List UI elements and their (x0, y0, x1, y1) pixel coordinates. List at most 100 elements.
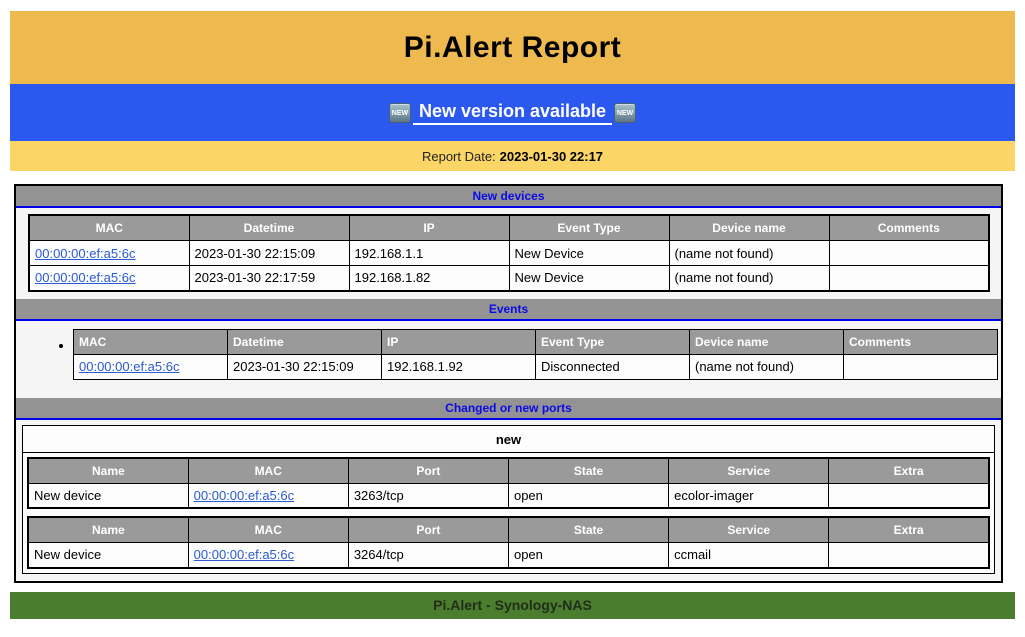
col-header-state: State (507, 516, 670, 543)
events-table: MAC Datetime IP Event Type Device name C… (73, 328, 998, 380)
mac-cell: 00:00:00:ef:a5:6c (73, 353, 228, 380)
header-row: Name MAC Port State Service Extra (27, 457, 990, 484)
event-type-cell: Disconnected (535, 353, 690, 380)
col-header-datetime: Datetime (227, 328, 382, 355)
section-title-events: Events (16, 298, 1001, 321)
report-header: Pi.Alert Report (10, 11, 1015, 84)
new-devices-table-head: MAC Datetime IP Event Type Device name C… (28, 214, 990, 241)
col-header-event-type: Event Type (508, 214, 670, 241)
report-date-value: 2023-01-30 22:17 (499, 148, 604, 164)
col-header-extra: Extra (828, 516, 990, 543)
col-header-state: State (507, 457, 670, 484)
ip-cell: 192.168.1.92 (381, 353, 536, 380)
datetime-cell: 2023-01-30 22:15:09 (188, 240, 350, 266)
col-header-device-name: Device name (668, 214, 830, 241)
table-row: New device 00:00:00:ef:a5:6c 3263/tcp op… (27, 482, 990, 509)
ip-cell: 192.168.1.1 (348, 240, 510, 266)
col-header-service: Service (668, 516, 830, 543)
port-cell: 3264/tcp (347, 542, 509, 568)
events-table-head: MAC Datetime IP Event Type Device name C… (73, 328, 998, 355)
col-header-ip: IP (348, 214, 510, 241)
report-container: New devices MAC Datetime IP Event Type D… (14, 184, 1003, 583)
name-cell: New device (27, 542, 189, 568)
col-header-device-name: Device name (689, 328, 844, 355)
ports-table-1-head: Name MAC Port State Service Extra (27, 457, 990, 484)
service-cell: ecolor-imager (668, 482, 830, 509)
mac-link[interactable]: 00:00:00:ef:a5:6c (193, 487, 295, 503)
new-devices-table-body: 00:00:00:ef:a5:6c 2023-01-30 22:15:09 19… (28, 240, 990, 291)
ports-group-label: new (23, 426, 994, 453)
ports-wrap: new Name MAC Port State Service Extra (16, 420, 1001, 581)
mac-link[interactable]: 00:00:00:ef:a5:6c (35, 270, 136, 286)
ports-table-1: Name MAC Port State Service Extra New de… (27, 456, 990, 509)
mac-cell: 00:00:00:ef:a5:6c (187, 482, 349, 509)
mac-cell: 00:00:00:ef:a5:6c (187, 542, 349, 568)
col-header-mac: MAC (28, 214, 190, 241)
name-cell: New device (27, 482, 189, 509)
mac-link[interactable]: 00:00:00:ef:a5:6c (193, 547, 295, 563)
header-row: MAC Datetime IP Event Type Device name C… (73, 328, 998, 355)
header-row: Name MAC Port State Service Extra (27, 516, 990, 543)
report-footer: Pi.Alert - Synology-NAS (10, 591, 1015, 619)
mac-link[interactable]: 00:00:00:ef:a5:6c (79, 359, 180, 374)
ports-table-2: Name MAC Port State Service Extra New de… (27, 516, 990, 569)
header-row: MAC Datetime IP Event Type Device name C… (28, 214, 990, 241)
mac-cell: 00:00:00:ef:a5:6c (28, 265, 190, 291)
col-header-name: Name (27, 516, 189, 543)
table-row: New device 00:00:00:ef:a5:6c 3264/tcp op… (27, 542, 990, 568)
col-header-extra: Extra (828, 457, 990, 484)
events-area: MAC Datetime IP Event Type Device name C… (16, 321, 1001, 398)
col-header-name: Name (27, 457, 189, 484)
col-header-mac: MAC (187, 516, 349, 543)
device-name-cell: (name not found) (668, 265, 830, 291)
mac-link[interactable]: 00:00:00:ef:a5:6c (35, 245, 136, 261)
table-row: 00:00:00:ef:a5:6c 2023-01-30 22:15:09 19… (73, 353, 998, 380)
section-title-new-devices: New devices (16, 186, 1001, 208)
new-version-link[interactable]: New version available (412, 101, 613, 125)
ports-table-1-body: New device 00:00:00:ef:a5:6c 3263/tcp op… (27, 482, 990, 509)
ports-table-2-body: New device 00:00:00:ef:a5:6c 3264/tcp op… (27, 542, 990, 568)
page-title: Pi.Alert Report (403, 30, 622, 64)
new-badge-icon: NEW (614, 102, 637, 123)
ip-cell: 192.168.1.82 (348, 265, 510, 291)
extra-cell (828, 482, 990, 509)
device-name-cell: (name not found) (689, 353, 844, 380)
col-header-port: Port (347, 457, 509, 484)
new-badge-icon: NEW (388, 102, 411, 123)
table-row: 00:00:00:ef:a5:6c 2023-01-30 22:15:09 19… (28, 240, 990, 266)
port-cell: 3263/tcp (347, 482, 509, 509)
comments-cell (828, 265, 990, 291)
section-title-ports: Changed or new ports (16, 397, 1001, 420)
event-type-cell: New Device (508, 265, 670, 291)
col-header-ip: IP (381, 328, 536, 355)
ports-group-box: new Name MAC Port State Service Extra (22, 424, 995, 574)
datetime-cell: 2023-01-30 22:15:09 (227, 353, 382, 380)
ports-tables: Name MAC Port State Service Extra New de… (23, 453, 994, 573)
device-name-cell: (name not found) (668, 240, 830, 266)
state-cell: open (507, 542, 670, 568)
events-list: MAC Datetime IP Event Type Device name C… (16, 328, 998, 380)
col-header-mac: MAC (187, 457, 349, 484)
new-devices-table-wrap: MAC Datetime IP Event Type Device name C… (16, 208, 1001, 299)
extra-cell (828, 542, 990, 568)
col-header-port: Port (347, 516, 509, 543)
ports-table-2-head: Name MAC Port State Service Extra (27, 516, 990, 543)
report-date-bar: Report Date: 2023-01-30 22:17 (10, 141, 1015, 171)
table-row: 00:00:00:ef:a5:6c 2023-01-30 22:17:59 19… (28, 265, 990, 291)
col-header-comments: Comments (843, 328, 998, 355)
new-version-banner: NEW New version available NEW (10, 84, 1015, 141)
footer-label: Pi.Alert - Synology-NAS (433, 597, 592, 613)
service-cell: ccmail (668, 542, 830, 568)
events-table-body: 00:00:00:ef:a5:6c 2023-01-30 22:15:09 19… (73, 353, 998, 380)
event-list-item: MAC Datetime IP Event Type Device name C… (73, 328, 998, 380)
event-type-cell: New Device (508, 240, 670, 266)
col-header-mac: MAC (73, 328, 228, 355)
mac-cell: 00:00:00:ef:a5:6c (28, 240, 190, 266)
col-header-comments: Comments (828, 214, 990, 241)
col-header-event-type: Event Type (535, 328, 690, 355)
new-devices-table: MAC Datetime IP Event Type Device name C… (28, 214, 990, 292)
col-header-datetime: Datetime (188, 214, 350, 241)
report-date-label: Report Date: (421, 148, 496, 164)
col-header-service: Service (668, 457, 830, 484)
comments-cell (843, 353, 998, 380)
